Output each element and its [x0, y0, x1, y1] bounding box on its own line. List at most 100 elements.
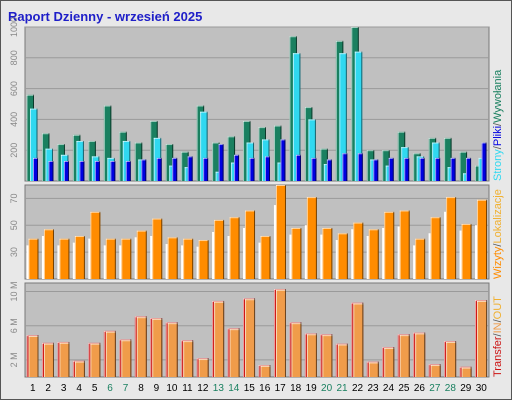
visits-bar-15-body	[249, 157, 255, 181]
day-label-4: 4	[76, 383, 82, 394]
day-label-16: 16	[259, 383, 271, 394]
visits-orange-bar-18-body	[291, 227, 302, 279]
legend-part: /	[492, 318, 504, 322]
visits-bar-22	[357, 153, 363, 181]
visits-bar-18	[295, 154, 301, 181]
bytes-out-bar-4	[74, 361, 85, 377]
visits-orange-bar-6	[105, 238, 116, 279]
visits-bar-1	[33, 157, 38, 181]
visits-orange-bar-12-body	[198, 240, 209, 279]
bytes-out-bar-21	[337, 344, 348, 377]
visits-bar-9-body	[156, 157, 162, 181]
visits-bar-5-body	[94, 160, 100, 181]
visits-bar-18-body	[295, 154, 301, 181]
panel-middle-background	[24, 184, 490, 280]
visits-orange-bar-14-body	[229, 217, 240, 279]
visits-bar-2	[48, 160, 54, 181]
bytes-out-bar-2	[43, 343, 54, 377]
panel-middle: 30 50 70 Wizyty/Lokalizacje	[9, 184, 504, 280]
bytes-out-bar-14-body	[229, 329, 240, 377]
day-label-12: 12	[197, 383, 209, 394]
bytes-out-bar-22-body	[353, 303, 364, 377]
visits-bar-29	[466, 157, 472, 181]
hits-bar-11-body	[181, 151, 189, 181]
day-axis-labels: 1 2 3 4 5 6 7 8 9 10 11 12 13 14 15 16 17 18 19 20 21 22 23 24 2…	[30, 383, 487, 394]
legend-part: Wizyty	[492, 246, 504, 279]
bytes-out-bar-29	[461, 367, 472, 377]
y-tick-label: 6 M	[9, 318, 19, 333]
visits-bar-8	[141, 159, 147, 181]
day-label-25: 25	[398, 383, 410, 394]
visits-orange-bar-3-body	[59, 238, 70, 279]
day-label-6: 6	[107, 383, 113, 394]
visits-orange-bar-25-body	[399, 210, 410, 279]
visits-bar-10	[172, 157, 178, 181]
bytes-out-bar-28-body	[446, 341, 457, 377]
bytes-out-bar-8-body	[136, 317, 147, 377]
visits-bar-4	[79, 160, 85, 181]
visits-bar-28	[450, 157, 456, 181]
bytes-out-bar-28	[446, 341, 457, 377]
bytes-out-bar-17-body	[275, 289, 286, 377]
panel-bottom-background	[24, 282, 490, 378]
visits-bar-17-body	[280, 139, 286, 181]
bytes-out-bar-27-body	[430, 365, 441, 377]
visits-bar-21	[342, 153, 348, 181]
bytes-out-bar-30-body	[477, 300, 488, 377]
bytes-out-bar-16-body	[260, 365, 271, 377]
bytes-out-bar-19-body	[306, 334, 317, 377]
visits-orange-bar-14	[229, 217, 240, 279]
legend-part: /	[492, 243, 504, 247]
day-label-18: 18	[290, 383, 302, 394]
bytes-out-bar-10-body	[167, 323, 178, 377]
bytes-out-bar-8	[136, 317, 147, 377]
panel-middle-legend: Wizyty/Lokalizacje	[492, 189, 504, 279]
visits-bar-1-body	[33, 157, 38, 181]
bytes-out-bar-1	[28, 335, 39, 377]
visits-orange-bar-16-body	[260, 236, 271, 279]
visits-bar-23	[373, 159, 379, 181]
bytes-out-bar-16	[260, 365, 271, 377]
visits-bar-11	[187, 156, 193, 181]
legend-part: Wywołania	[492, 69, 504, 123]
legend-part: Pliki	[492, 126, 504, 146]
visits-bar-25	[404, 157, 410, 181]
files-bar-19-body	[308, 119, 316, 181]
visits-orange-bar-5-body	[90, 211, 101, 279]
y-tick-label: 600	[9, 81, 19, 96]
legend-part: /	[492, 145, 504, 149]
y-tick-label: 50	[9, 220, 19, 230]
day-label-2: 2	[45, 383, 51, 394]
day-label-28: 28	[445, 383, 457, 394]
visits-orange-bar-10-body	[167, 237, 178, 279]
visits-bar-3	[63, 160, 69, 181]
visits-orange-bar-1	[28, 238, 39, 279]
bytes-out-bar-5-body	[90, 343, 101, 377]
visits-orange-bar-6-body	[105, 238, 116, 279]
visits-orange-bar-4	[74, 236, 85, 279]
bytes-out-bar-11-body	[183, 341, 194, 377]
bytes-out-bar-13	[214, 301, 225, 377]
day-label-3: 3	[61, 383, 67, 394]
bytes-out-bar-20-body	[322, 335, 333, 377]
visits-orange-bar-24-body	[384, 211, 395, 279]
visits-orange-bar-19-body	[306, 197, 317, 279]
visits-orange-bar-20-body	[322, 227, 333, 279]
bytes-out-bar-6	[105, 331, 116, 377]
visits-orange-bar-28	[446, 197, 457, 279]
visits-orange-bar-1-body	[28, 238, 39, 279]
visits-orange-bar-30-body	[477, 199, 488, 279]
bytes-out-bar-4-body	[74, 361, 85, 377]
y-tick-label: 10 M	[9, 282, 19, 302]
y-tick-label: 400	[9, 112, 19, 127]
visits-bar-19	[311, 157, 317, 181]
visits-bar-2-body	[48, 160, 54, 181]
visits-bar-20-body	[326, 159, 332, 181]
bytes-out-bar-13-body	[214, 301, 225, 377]
files-bar-1-body	[30, 108, 38, 181]
visits-orange-bar-29	[461, 223, 472, 279]
visits-orange-bar-21	[337, 233, 348, 279]
